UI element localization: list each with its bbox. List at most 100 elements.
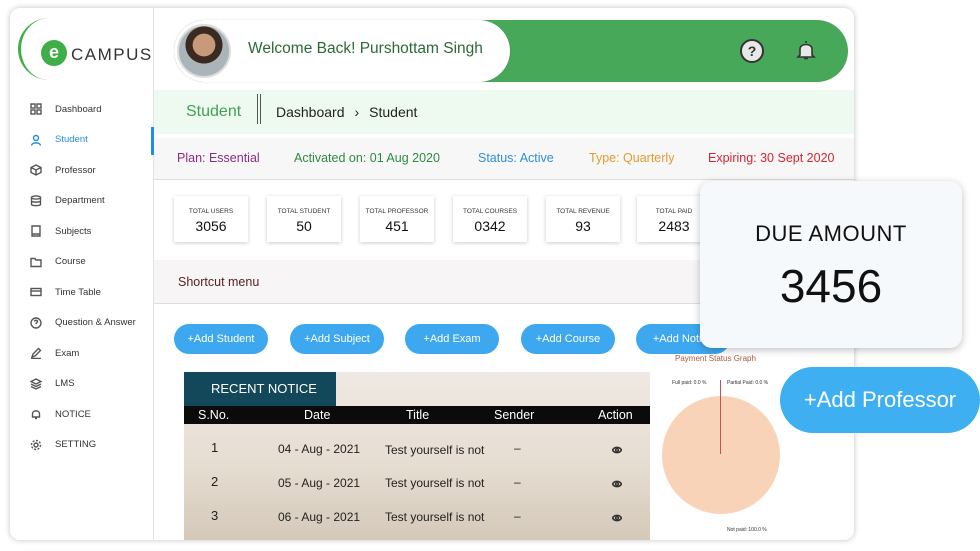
cell-sno: 1 bbox=[211, 440, 219, 455]
type-text: Type: Quarterly bbox=[589, 151, 675, 165]
welcome-text: Welcome Back! Purshottam Singh bbox=[248, 40, 483, 57]
cell-date: 05 - Aug - 2021 bbox=[278, 476, 361, 490]
pen-icon bbox=[30, 347, 42, 360]
payment-pie-chart bbox=[662, 396, 780, 514]
layers-icon bbox=[30, 377, 42, 390]
sidebar-item-department[interactable]: Department bbox=[10, 186, 154, 217]
breadcrumb-divider bbox=[257, 94, 261, 124]
chevron-right-icon: › bbox=[354, 104, 360, 120]
top-header: Welcome Back! Purshottam Singh ? bbox=[174, 20, 848, 82]
stat-card-total-professor: TOTAL PROFESSOR 451 bbox=[360, 196, 434, 242]
plan-text: Plan: Essential bbox=[177, 151, 260, 165]
stat-value: 2483 bbox=[658, 218, 690, 234]
sidebar-item-label: Question & Answer bbox=[55, 317, 136, 329]
table-row: 2 05 - Aug - 2021 Test yourself is not – bbox=[184, 472, 650, 506]
stat-card-total-student: TOTAL STUDENT 50 bbox=[267, 196, 341, 242]
page-title: Student bbox=[186, 103, 242, 120]
sidebar-item-notice[interactable]: NOTICE bbox=[10, 399, 154, 430]
column-header: Action bbox=[598, 408, 633, 422]
stat-value: 3056 bbox=[195, 218, 227, 234]
stat-label: TOTAL COURSES bbox=[462, 208, 518, 215]
help-icon[interactable]: ? bbox=[740, 39, 764, 63]
sidebar-item-timetable[interactable]: Time Table bbox=[10, 277, 154, 308]
add-student-button[interactable]: +Add Student bbox=[174, 324, 268, 354]
sidebar-item-label: NOTICE bbox=[55, 408, 91, 420]
add-course-button[interactable]: +Add Course bbox=[521, 324, 615, 354]
cell-sno: 2 bbox=[211, 474, 219, 489]
sidebar-item-dashboard[interactable]: Dashboard bbox=[10, 94, 154, 125]
card-icon bbox=[30, 286, 42, 298]
breadcrumb: Dashboard › Student bbox=[276, 104, 417, 120]
help-circle-icon bbox=[30, 317, 42, 329]
cell-date: 06 - Aug - 2021 bbox=[278, 510, 361, 524]
expiring-text: Expiring: 30 Sept 2020 bbox=[708, 151, 835, 165]
breadcrumb-bar: Student Dashboard › Student bbox=[154, 90, 854, 134]
column-header: S.No. bbox=[198, 408, 230, 422]
eye-icon[interactable] bbox=[611, 512, 623, 526]
grid-icon bbox=[30, 103, 42, 115]
sidebar-item-label: Exam bbox=[55, 347, 80, 359]
column-header: Title bbox=[406, 408, 430, 422]
payment-graph-title: Payment Status Graph bbox=[675, 354, 756, 363]
cell-date: 04 - Aug - 2021 bbox=[278, 442, 361, 456]
sidebar-item-label: Professor bbox=[55, 164, 96, 176]
database-icon bbox=[30, 194, 42, 207]
sidebar-item-setting[interactable]: SETTING bbox=[10, 430, 154, 461]
cell-sno: 3 bbox=[211, 508, 219, 523]
logo[interactable]: e CAMPUS bbox=[18, 18, 151, 80]
due-amount-value: 3456 bbox=[779, 260, 883, 312]
stat-value: 50 bbox=[296, 218, 312, 234]
recent-notice-tab[interactable]: RECENT NOTICE bbox=[184, 372, 336, 406]
eye-icon[interactable] bbox=[611, 478, 623, 492]
stat-value: 93 bbox=[575, 218, 591, 234]
stat-label: TOTAL PROFESSOR bbox=[365, 208, 429, 215]
stat-label: TOTAL STUDENT bbox=[277, 208, 331, 215]
breadcrumb-dashboard[interactable]: Dashboard bbox=[276, 104, 345, 120]
table-row: 3 06 - Aug - 2021 Test yourself is not – bbox=[184, 506, 650, 540]
logo-text: CAMPUS bbox=[71, 45, 153, 64]
sidebar-item-lms[interactable]: LMS bbox=[10, 369, 154, 400]
table-row: 1 04 - Aug - 2021 Test yourself is not – bbox=[184, 438, 650, 472]
sidebar-item-label: Subjects bbox=[55, 225, 92, 237]
cell-sender: – bbox=[514, 441, 521, 455]
sidebar-item-label: Dashboard bbox=[55, 103, 102, 115]
stat-label: TOTAL USERS bbox=[188, 208, 234, 215]
cube-icon bbox=[30, 164, 42, 177]
sidebar-item-label: SETTING bbox=[55, 439, 97, 451]
column-header: Date bbox=[304, 408, 331, 422]
stat-card-total-courses: TOTAL COURSES 0342 bbox=[453, 196, 527, 242]
eye-icon[interactable] bbox=[611, 444, 623, 458]
stat-card-total-revenue: TOTAL REVENUE 93 bbox=[546, 196, 620, 242]
sidebar-item-label: Student bbox=[55, 134, 88, 146]
sidebar-item-course[interactable]: Course bbox=[10, 247, 154, 278]
add-subject-button[interactable]: +Add Subject bbox=[290, 324, 384, 354]
sidebar-item-subjects[interactable]: Subjects bbox=[10, 216, 154, 247]
bell-icon bbox=[30, 408, 42, 420]
partial-paid-label: Partial Paid: 0.0 % bbox=[727, 380, 769, 386]
stat-value: 451 bbox=[385, 218, 409, 234]
plan-info-bar: Plan: Essential Activated on: 01 Aug 202… bbox=[154, 138, 854, 180]
sidebar-item-professor[interactable]: Professor bbox=[10, 155, 154, 186]
cell-title: Test yourself is not bbox=[385, 510, 485, 524]
avatar[interactable] bbox=[177, 24, 231, 78]
folder-icon bbox=[30, 256, 42, 268]
sidebar-item-student[interactable]: Student bbox=[10, 125, 154, 156]
full-paid-label: Full paid: 0.0 % bbox=[672, 380, 707, 386]
sidebar-nav: Dashboard Student Professor Department S… bbox=[10, 94, 154, 460]
sidebar-item-exam[interactable]: Exam bbox=[10, 338, 154, 369]
add-professor-button[interactable]: +Add Professor bbox=[780, 367, 980, 433]
notification-bell-icon[interactable] bbox=[792, 36, 820, 64]
stat-card-total-users: TOTAL USERS 3056 bbox=[174, 196, 248, 242]
sidebar-item-label: LMS bbox=[55, 378, 75, 390]
status-text: Status: Active bbox=[478, 151, 554, 165]
user-icon bbox=[30, 134, 42, 146]
due-amount-card: DUE AMOUNT 3456 bbox=[700, 181, 962, 348]
gear-icon bbox=[30, 439, 42, 451]
sidebar-item-question-answer[interactable]: Question & Answer bbox=[10, 308, 154, 339]
breadcrumb-student: Student bbox=[369, 104, 418, 120]
cell-title: Test yourself is not bbox=[385, 443, 485, 457]
column-header: Sender bbox=[494, 408, 535, 422]
add-exam-button[interactable]: +Add Exam bbox=[405, 324, 499, 354]
sidebar-item-label: Time Table bbox=[55, 286, 101, 298]
cell-sender: – bbox=[514, 509, 521, 523]
